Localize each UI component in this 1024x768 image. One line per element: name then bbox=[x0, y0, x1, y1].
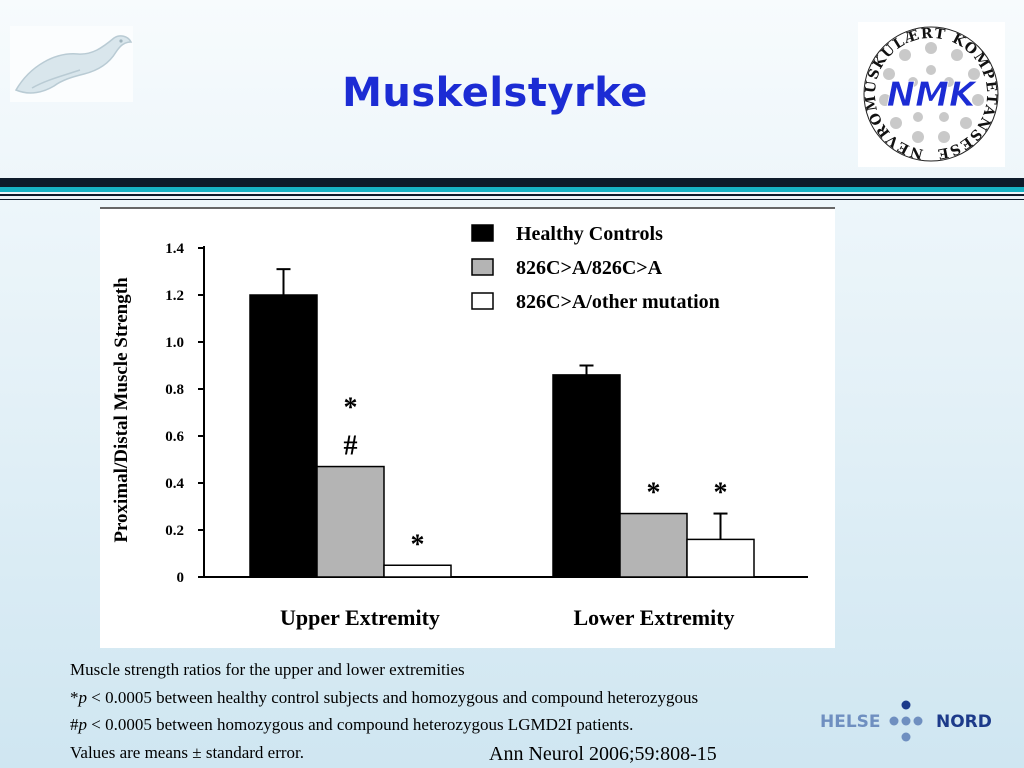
y-tick-label: 0.8 bbox=[165, 382, 184, 398]
caption-line-3: #p < 0.0005 between homozygous and compo… bbox=[70, 715, 634, 734]
legend-swatch bbox=[471, 258, 494, 276]
bar bbox=[316, 465, 385, 578]
helse-nord-logo: HELSE NORD bbox=[820, 700, 1000, 744]
nord-text: NORD bbox=[936, 712, 992, 732]
caption-line-1: Muscle strength ratios for the upper and… bbox=[70, 660, 465, 679]
significance-marker: * bbox=[411, 529, 425, 560]
muscle-strength-chart: 0 0.2 0.4 0.6 0.8 1.0 1.2 1.4 Proximal/Distal Mu… bbox=[100, 207, 835, 630]
significance-marker: # bbox=[344, 431, 358, 462]
significance-marker: * bbox=[714, 478, 728, 509]
legend-swatch bbox=[471, 292, 494, 310]
figure-caption: Muscle strength ratios for the upper and… bbox=[70, 656, 698, 766]
significance-marker: * bbox=[344, 393, 358, 424]
y-tick-label: 1.4 bbox=[165, 241, 184, 257]
legend-label: 826C>A/other mutation bbox=[516, 291, 720, 313]
y-axis-label: Proximal/Distal Muscle Strength bbox=[111, 277, 132, 543]
bar bbox=[552, 374, 621, 578]
y-tick-label: 0.2 bbox=[165, 523, 184, 539]
y-tick-label: 0.4 bbox=[165, 476, 184, 492]
nmk-logo: NEVROMUSKULÆRT KOMPETANSESENTER NMK bbox=[851, 10, 1005, 167]
citation: Ann Neurol 2006;59:808-15 bbox=[489, 743, 717, 765]
x-category-label: Lower Extremity bbox=[573, 605, 734, 630]
legend-swatch bbox=[471, 224, 494, 242]
helse-text: HELSE bbox=[820, 712, 881, 732]
legend-label: 826C>A/826C>A bbox=[516, 257, 663, 279]
y-tick-label: 1.2 bbox=[165, 288, 184, 304]
rule-teal bbox=[0, 187, 1024, 192]
chart-panel: 0 0.2 0.4 0.6 0.8 1.0 1.2 1.4 Proximal/Distal Mu… bbox=[100, 207, 835, 648]
y-tick-label: 1.0 bbox=[165, 335, 184, 351]
slide-title: Muskelstyrke bbox=[342, 70, 648, 116]
y-tick-label: 0 bbox=[177, 570, 185, 586]
nmk-center-text: NMK bbox=[887, 75, 978, 115]
y-tick-label: 0.6 bbox=[165, 429, 184, 445]
bar bbox=[383, 564, 452, 578]
legend-label: Healthy Controls bbox=[516, 223, 663, 245]
x-category-label: Upper Extremity bbox=[280, 605, 440, 630]
rule-thin-1 bbox=[0, 194, 1024, 196]
bar bbox=[249, 294, 318, 578]
bar bbox=[619, 512, 688, 578]
rule-dark-top bbox=[0, 178, 1024, 187]
caption-line-4: Values are means ± standard error. bbox=[70, 742, 305, 762]
bar bbox=[686, 538, 755, 578]
bird-logo bbox=[10, 26, 133, 102]
caption-line-2: *p < 0.0005 between healthy control subj… bbox=[70, 687, 699, 707]
rule-thin-2 bbox=[0, 199, 1024, 200]
significance-marker: * bbox=[647, 478, 661, 509]
